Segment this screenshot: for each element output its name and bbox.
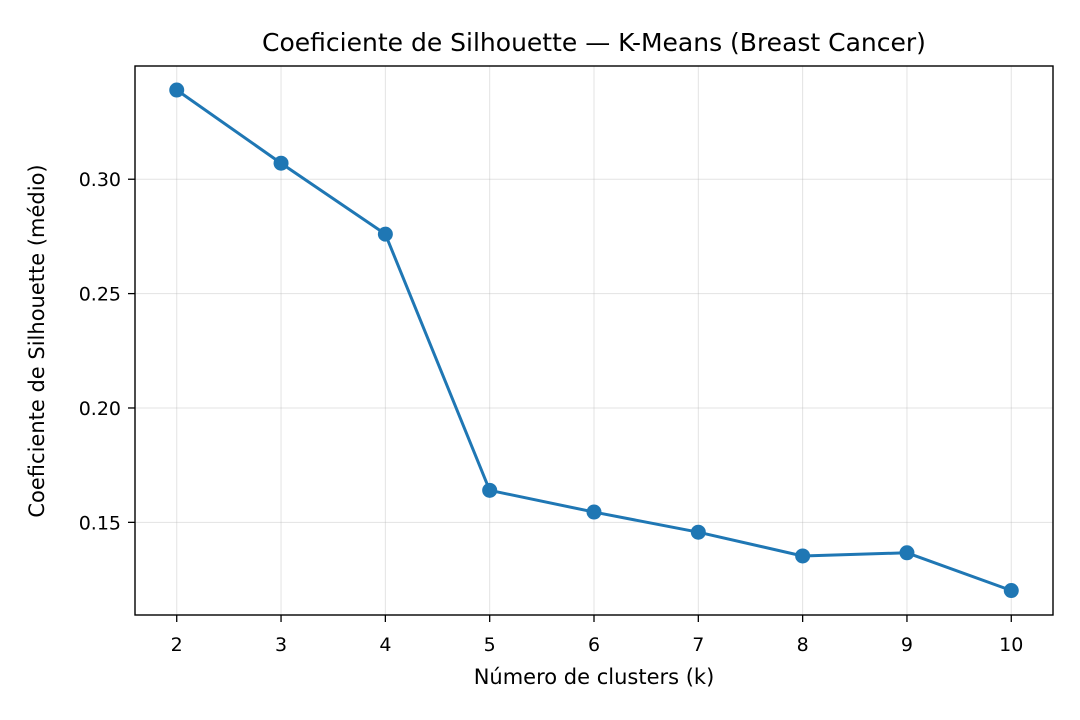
x-axis-label: Número de clusters (k) <box>474 665 715 689</box>
x-tick-label: 2 <box>171 634 183 656</box>
x-tick-label: 10 <box>999 634 1023 656</box>
data-point <box>586 504 602 520</box>
x-tick-label: 9 <box>901 634 913 656</box>
x-tick-label: 6 <box>588 634 600 656</box>
y-axis-ticks: 0.15 0.20 0.25 0.30 <box>79 169 135 534</box>
y-axis-label: Coeficiente de Silhouette (médio) <box>25 164 49 517</box>
data-point <box>273 155 289 171</box>
data-points <box>169 82 1019 599</box>
x-tick-label: 4 <box>379 634 391 656</box>
data-point <box>377 226 393 242</box>
x-tick-label: 3 <box>275 634 287 656</box>
data-point <box>1003 583 1019 599</box>
y-tick-label: 0.30 <box>79 169 121 191</box>
chart-title: Coeficiente de Silhouette — K-Means (Bre… <box>262 28 926 57</box>
y-tick-label: 0.15 <box>79 512 121 534</box>
data-point <box>482 482 498 498</box>
data-point <box>795 548 811 564</box>
data-point <box>169 82 185 98</box>
data-point <box>899 545 915 561</box>
y-tick-label: 0.25 <box>79 284 121 306</box>
x-axis-ticks: 2 3 4 5 6 7 8 9 10 <box>171 615 1023 656</box>
x-tick-label: 8 <box>797 634 809 656</box>
data-point <box>690 524 706 540</box>
y-tick-label: 0.20 <box>79 398 121 420</box>
grid-lines <box>135 66 1053 615</box>
x-tick-label: 7 <box>692 634 704 656</box>
x-tick-label: 5 <box>484 634 496 656</box>
